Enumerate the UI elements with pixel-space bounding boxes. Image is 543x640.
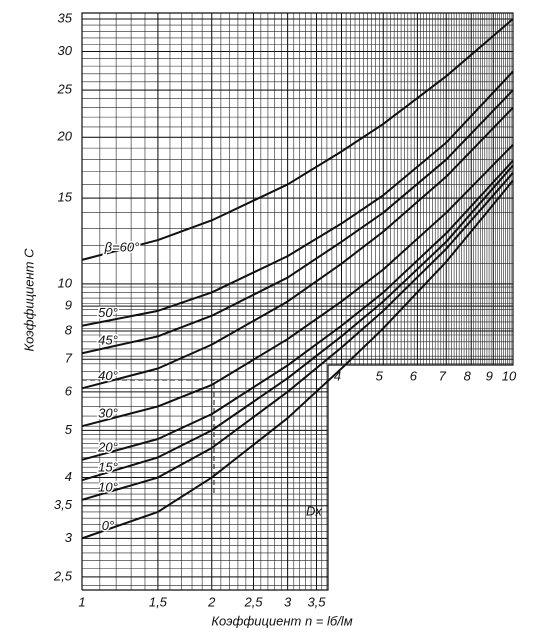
x-tick-label: 3,5 (307, 594, 326, 609)
x-axis-title: Коэффициент n = lб/lм (211, 613, 352, 628)
curve-label: 40° (98, 368, 118, 383)
x-tick-label: 1 (78, 594, 85, 609)
x-tick-label: 3 (284, 594, 292, 609)
y-tick-label: 6 (65, 383, 73, 398)
y-tick-label: 3,5 (54, 497, 73, 512)
y-tick-label: 3 (65, 530, 73, 545)
y-axis-title: Коэффициент C (21, 248, 36, 352)
curve-label: 10° (98, 479, 118, 494)
y-tick-label: 25 (57, 82, 73, 97)
plot-frame (81, 12, 514, 591)
x-tick-label: 2 (207, 594, 216, 609)
y-tick-label: 10 (58, 275, 73, 290)
curve (81, 179, 514, 540)
y-tick-label: 30 (58, 43, 73, 58)
y-tick-label: 5 (65, 422, 73, 437)
curve-label: 0° (102, 518, 114, 533)
curve (81, 89, 514, 355)
curve (81, 172, 514, 501)
y-tick-label: 2,5 (53, 568, 73, 583)
curve (81, 18, 514, 261)
y-tick-label: 35 (58, 10, 73, 25)
grid (82, 13, 513, 590)
y-tick-label: 7 (65, 351, 73, 366)
curve-label: β=60° (104, 239, 140, 254)
curve-label: 20° (97, 439, 118, 454)
annotation: Dx (306, 503, 322, 518)
curve (81, 164, 514, 482)
x-tick-label: 6 (410, 368, 418, 383)
x-tick-label: 10 (502, 368, 517, 383)
y-tick-label: 4 (65, 469, 72, 484)
curve-label: 30° (98, 406, 118, 421)
y-tick-label: 15 (58, 190, 73, 205)
curve-label: 15° (98, 460, 118, 475)
x-tick-label: 7 (439, 368, 447, 383)
x-tick-label: 2,5 (243, 594, 263, 609)
curve (81, 160, 514, 461)
curve-label: 50° (98, 305, 118, 320)
y-tick-label: 9 (65, 298, 72, 313)
x-tick-label: 4 (334, 368, 341, 383)
y-tick-label: 20 (57, 129, 73, 144)
x-tick-label: 5 (376, 368, 384, 383)
x-tick-label: 9 (486, 368, 493, 383)
x-tick-label: 1,5 (149, 594, 168, 609)
curve (81, 107, 514, 390)
curve-label: 45° (98, 333, 118, 348)
y-tick-label: 8 (65, 322, 73, 337)
example-guide (82, 379, 215, 495)
x-tick-label: 8 (464, 368, 472, 383)
curve (81, 144, 514, 428)
curve (81, 70, 514, 327)
